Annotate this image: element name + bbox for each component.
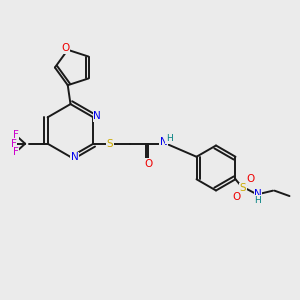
Text: S: S bbox=[240, 183, 246, 193]
Text: F: F bbox=[13, 130, 19, 140]
Text: H: H bbox=[166, 134, 172, 143]
Text: N: N bbox=[70, 152, 78, 163]
Text: N: N bbox=[254, 189, 262, 199]
Text: O: O bbox=[144, 159, 152, 169]
Text: O: O bbox=[246, 174, 255, 184]
Text: N: N bbox=[93, 111, 101, 122]
Text: F: F bbox=[11, 139, 17, 149]
Text: O: O bbox=[61, 43, 70, 53]
Text: O: O bbox=[233, 192, 241, 202]
Text: H: H bbox=[255, 196, 261, 205]
Text: S: S bbox=[106, 139, 113, 149]
Text: F: F bbox=[13, 147, 19, 157]
Text: N: N bbox=[160, 137, 168, 147]
